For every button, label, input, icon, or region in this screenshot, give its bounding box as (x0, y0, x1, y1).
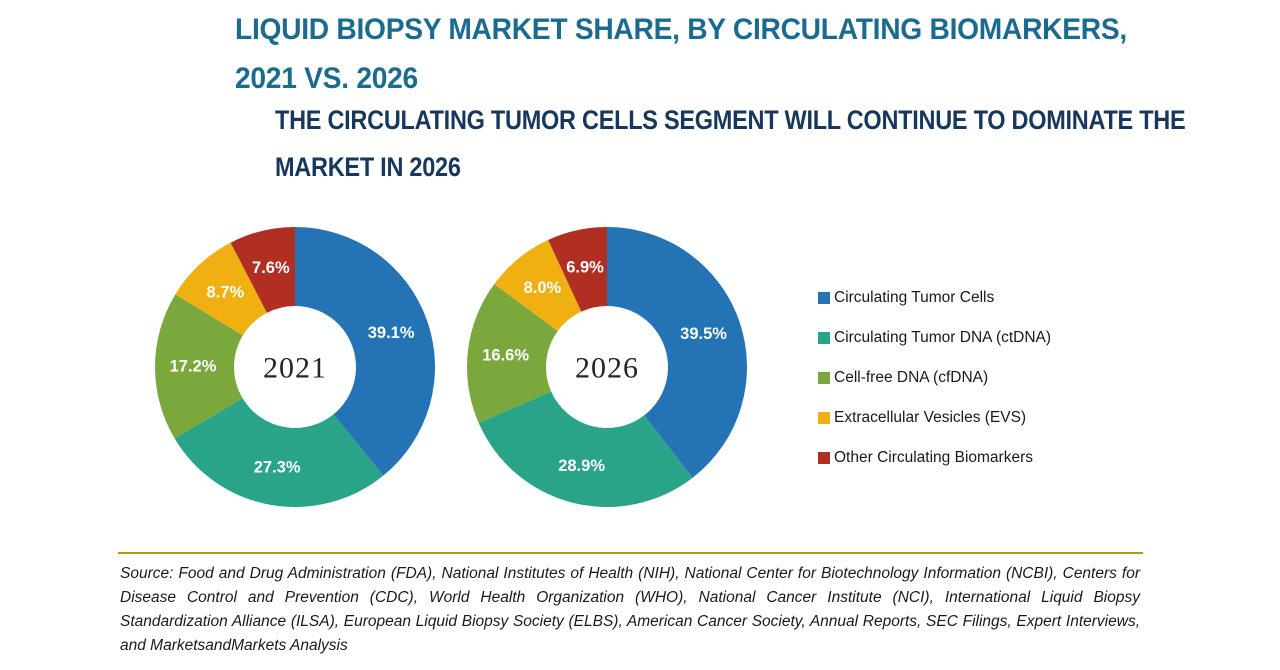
donut-segment (607, 227, 747, 478)
legend-swatch (818, 452, 830, 464)
segment-percentage-label: 6.9% (566, 258, 604, 276)
divider-line (118, 552, 1143, 554)
segment-percentage-label: 16.6% (482, 347, 529, 365)
donut-segment (548, 227, 607, 312)
donut-chart-2021: 39.1% 27.3% 17.2% 8.7% 7.6% 2021 (145, 217, 445, 517)
segment-percentage-label: 28.9% (558, 457, 605, 475)
legend: Circulating Tumor Cells Circulating Tumor… (818, 289, 1052, 490)
donut-center-year-label: 2021 (263, 352, 327, 385)
page-subtitle-line-1: THE CIRCULATING TUMOR CELLS SEGMENT WILL… (275, 105, 1186, 135)
legend-item: Extracellular Vesicles (EVS) (818, 409, 1051, 426)
donut-segment (155, 294, 243, 439)
segment-percentage-label: 7.6% (252, 259, 290, 277)
donut-segment (494, 239, 582, 331)
segment-percentage-label: 17.2% (170, 358, 217, 376)
donut-chart-2026: 39.5% 28.9% 16.6% 8.0% 6.9% 2026 (457, 217, 757, 517)
page-title: LIQUID BIOPSY MARKET SHARE, BY CIRCULATI… (235, 5, 1127, 103)
legend-item: Circulating Tumor Cells (818, 289, 1051, 306)
source-text: Source: Food and Drug Administration (FD… (120, 565, 1140, 654)
donut-segment (467, 284, 558, 423)
legend-swatch (818, 412, 830, 424)
segment-percentage-label: 27.3% (254, 458, 301, 476)
donut-center-year-label: 2026 (575, 352, 639, 385)
legend-label: Circulating Tumor DNA (ctDNA) (834, 329, 1052, 346)
page-subtitle: THE CIRCULATING TUMOR CELLS SEGMENT WILL… (275, 97, 1186, 191)
legend-swatch (818, 292, 830, 304)
legend-label: Cell-free DNA (cfDNA) (834, 369, 989, 386)
legend-label: Extracellular Vesicles (EVS) (834, 409, 1027, 426)
segment-percentage-label: 39.1% (368, 324, 415, 342)
legend-item: Circulating Tumor DNA (ctDNA) (818, 329, 1052, 346)
segment-percentage-label: 8.7% (207, 283, 245, 301)
segment-percentage-label: 39.5% (680, 325, 727, 343)
page-title-line-1: LIQUID BIOPSY MARKET SHARE, BY CIRCULATI… (235, 13, 1127, 46)
legend-item: Other Circulating Biomarkers (818, 449, 1051, 466)
page-title-line-2: 2021 VS. 2026 (235, 62, 418, 95)
legend-swatch (818, 372, 830, 384)
legend-item: Cell-free DNA (cfDNA) (818, 369, 1051, 386)
page-subtitle-line-2: MARKET IN 2026 (275, 152, 461, 182)
donut-segment (478, 391, 693, 507)
donut-segment (174, 398, 384, 507)
donut-segment (230, 227, 295, 313)
legend-label: Circulating Tumor Cells (834, 289, 995, 306)
legend-label: Other Circulating Biomarkers (834, 449, 1033, 466)
donut-segment (175, 242, 267, 336)
segment-percentage-label: 8.0% (524, 279, 562, 297)
donut-segment (295, 227, 435, 476)
legend-swatch (818, 332, 830, 344)
